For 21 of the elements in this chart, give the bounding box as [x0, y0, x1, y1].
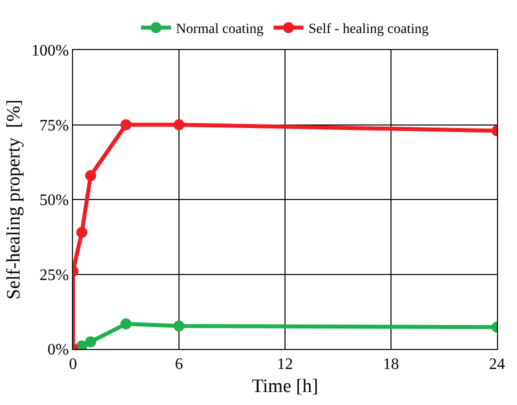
y-axis-title: Self-healing property [%]: [3, 100, 24, 300]
y-tick-label: 100%: [31, 42, 69, 60]
x-tick-label: 24: [489, 356, 505, 374]
point: [174, 119, 184, 130]
x-tick-label: 12: [277, 356, 293, 374]
legend-label: Normal coating: [176, 22, 264, 38]
y-tick-label: 75%: [39, 117, 69, 134]
point: [85, 336, 96, 348]
y-tick-label: 25%: [39, 266, 69, 284]
point: [120, 318, 132, 330]
point: [85, 170, 96, 182]
point: [120, 119, 132, 130]
x-tick-label: 6: [175, 356, 183, 374]
x-axis-title: Time [h]: [252, 376, 318, 397]
point: [76, 226, 88, 238]
x-tick-label: 18: [383, 356, 399, 374]
legend-label: Self - healing coating: [308, 22, 429, 38]
x-tick-label: 0: [69, 356, 77, 374]
point: [174, 320, 184, 332]
y-tick-label: 50%: [39, 192, 69, 210]
y-tick-label: 0%: [47, 342, 69, 359]
